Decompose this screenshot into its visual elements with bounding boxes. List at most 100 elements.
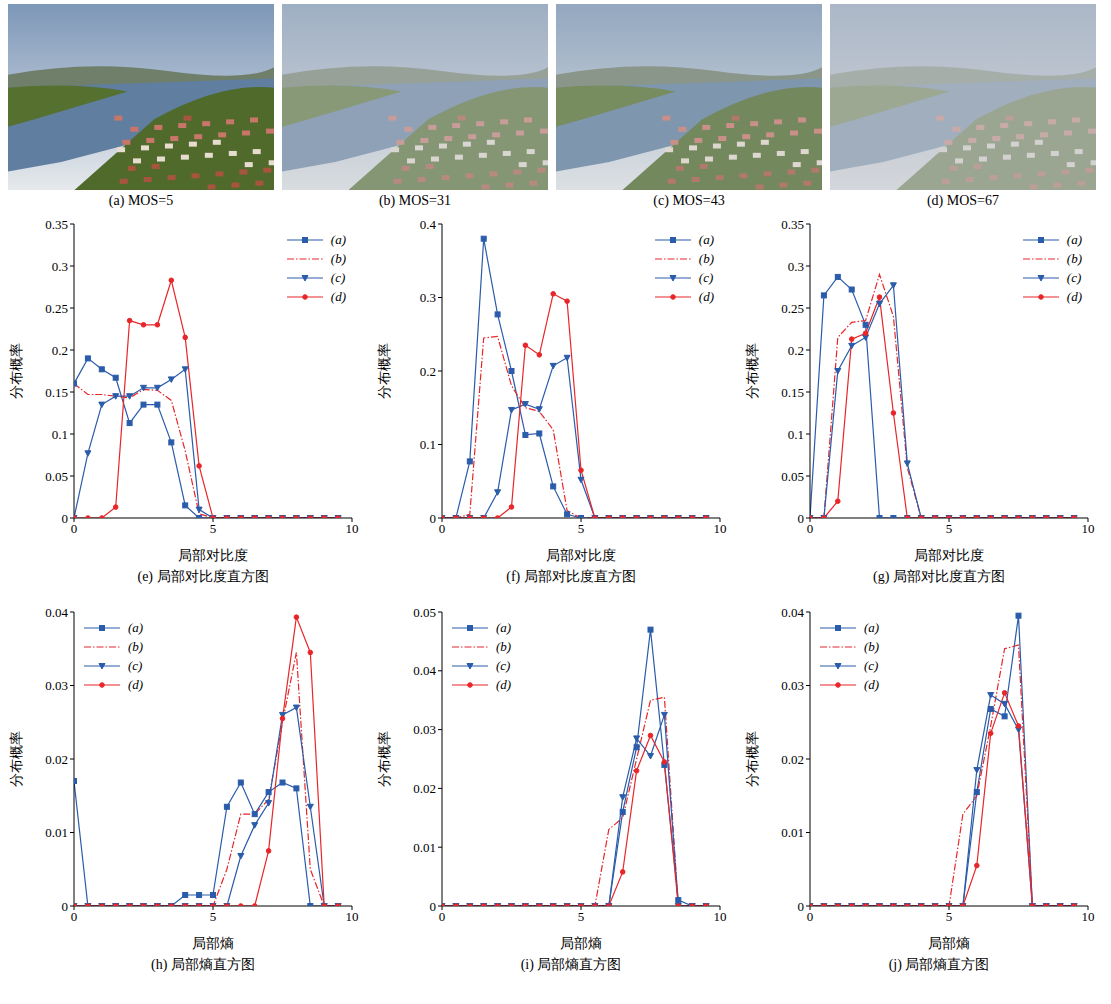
svg-text:0.2: 0.2 xyxy=(420,364,436,379)
svg-text:0.35: 0.35 xyxy=(45,217,68,232)
html-text:(d): (d) xyxy=(1066,289,1082,304)
html-text:(d): (d) xyxy=(864,677,880,692)
html-text:(a) MOS=5: (a) MOS=5 xyxy=(108,193,174,208)
svg-text:0: 0 xyxy=(439,909,446,924)
html-text:(c) MOS=43: (c) MOS=43 xyxy=(653,193,725,208)
svg-text:0.3: 0.3 xyxy=(788,259,804,274)
svg-text:分布概率: 分布概率 xyxy=(9,731,24,787)
svg-text:0: 0 xyxy=(71,521,78,536)
html-text:(a): (a) xyxy=(698,232,714,247)
svg-text:0.02: 0.02 xyxy=(45,752,68,767)
html-text:(d): (d) xyxy=(496,677,512,692)
svg-text:局部对比度: 局部对比度 xyxy=(546,548,616,563)
svg-text:5: 5 xyxy=(946,909,953,924)
html-text:(b) MOS=31: (b) MOS=31 xyxy=(379,193,451,208)
svg-text:0: 0 xyxy=(807,909,814,924)
svg-text:0.05: 0.05 xyxy=(413,605,436,620)
html-text:(c): (c) xyxy=(330,270,346,285)
html-text:(d): (d) xyxy=(330,289,346,304)
svg-text:5: 5 xyxy=(210,909,217,924)
html-text:(b): (b) xyxy=(330,251,346,266)
html-text:(a): (a) xyxy=(496,620,512,635)
svg-text:0: 0 xyxy=(807,521,814,536)
svg-text:0.03: 0.03 xyxy=(413,722,436,737)
svg-text:5: 5 xyxy=(210,521,217,536)
html-text:(g) 局部对比度直方图: (g) 局部对比度直方图 xyxy=(873,569,1005,584)
svg-text:0.01: 0.01 xyxy=(413,840,436,855)
html-text:(b): (b) xyxy=(864,639,880,654)
svg-text:10: 10 xyxy=(1082,521,1095,536)
svg-text:0.1: 0.1 xyxy=(420,437,436,452)
svg-text:0.04: 0.04 xyxy=(45,605,68,620)
html-text:(c): (c) xyxy=(1066,270,1082,285)
svg-text:局部对比度: 局部对比度 xyxy=(914,548,984,563)
svg-text:分布概率: 分布概率 xyxy=(745,731,760,787)
html-text:(d) MOS=67: (d) MOS=67 xyxy=(927,193,999,208)
svg-text:10: 10 xyxy=(1082,909,1095,924)
svg-text:10: 10 xyxy=(346,521,359,536)
html-text:(b): (b) xyxy=(496,639,512,654)
html-text:(a): (a) xyxy=(864,620,880,635)
svg-text:0.25: 0.25 xyxy=(781,301,804,316)
svg-text:0.2: 0.2 xyxy=(52,343,68,358)
svg-text:0.02: 0.02 xyxy=(781,752,804,767)
html-text:(c): (c) xyxy=(698,270,714,285)
svg-text:0.4: 0.4 xyxy=(420,217,437,232)
html-text:(c): (c) xyxy=(864,658,879,673)
html-text:(c): (c) xyxy=(496,658,511,673)
svg-text:0.01: 0.01 xyxy=(781,825,804,840)
svg-text:0.15: 0.15 xyxy=(45,385,68,400)
svg-text:0.25: 0.25 xyxy=(45,301,68,316)
html-text:(d): (d) xyxy=(698,289,714,304)
svg-text:0.04: 0.04 xyxy=(413,663,436,678)
html-text:(f) 局部对比度直方图: (f) 局部对比度直方图 xyxy=(506,569,636,584)
svg-text:0: 0 xyxy=(439,521,446,536)
svg-text:0.1: 0.1 xyxy=(52,427,68,442)
svg-text:0.02: 0.02 xyxy=(413,781,436,796)
svg-text:0.15: 0.15 xyxy=(781,385,804,400)
svg-text:0.2: 0.2 xyxy=(788,343,804,358)
svg-text:0: 0 xyxy=(62,899,69,914)
svg-text:10: 10 xyxy=(714,909,727,924)
svg-text:5: 5 xyxy=(578,909,585,924)
svg-text:5: 5 xyxy=(578,521,585,536)
svg-text:5: 5 xyxy=(946,521,953,536)
svg-text:分布概率: 分布概率 xyxy=(9,343,24,399)
svg-text:0.03: 0.03 xyxy=(781,678,804,693)
html-text:(h) 局部熵直方图: (h) 局部熵直方图 xyxy=(151,957,255,972)
svg-text:0.05: 0.05 xyxy=(45,469,68,484)
svg-text:0.3: 0.3 xyxy=(420,290,436,305)
html-text:(a): (a) xyxy=(1066,232,1082,247)
svg-text:0.01: 0.01 xyxy=(45,825,68,840)
svg-text:局部对比度: 局部对比度 xyxy=(178,548,248,563)
svg-text:0: 0 xyxy=(62,511,69,526)
svg-text:0.05: 0.05 xyxy=(781,469,804,484)
svg-text:局部熵: 局部熵 xyxy=(560,936,602,951)
html-text:(b): (b) xyxy=(1066,251,1082,266)
html-text:(b): (b) xyxy=(128,639,144,654)
html-text:(a): (a) xyxy=(330,232,346,247)
svg-text:0: 0 xyxy=(798,511,805,526)
svg-text:0.3: 0.3 xyxy=(52,259,68,274)
svg-text:0.35: 0.35 xyxy=(781,217,804,232)
html-text:(a): (a) xyxy=(128,620,144,635)
svg-text:0: 0 xyxy=(430,511,437,526)
svg-text:0: 0 xyxy=(71,909,78,924)
html-text:(e) 局部对比度直方图: (e) 局部对比度直方图 xyxy=(137,569,269,584)
svg-text:0: 0 xyxy=(430,899,437,914)
html-text:(i) 局部熵直方图: (i) 局部熵直方图 xyxy=(520,957,622,972)
svg-text:分布概率: 分布概率 xyxy=(377,343,392,399)
svg-text:0: 0 xyxy=(798,899,805,914)
svg-text:10: 10 xyxy=(714,521,727,536)
svg-text:局部熵: 局部熵 xyxy=(192,936,234,951)
svg-text:0.03: 0.03 xyxy=(45,678,68,693)
svg-text:10: 10 xyxy=(346,909,359,924)
svg-text:局部熵: 局部熵 xyxy=(928,936,970,951)
html-text:(b): (b) xyxy=(698,251,714,266)
html-text:(c): (c) xyxy=(128,658,143,673)
svg-text:分布概率: 分布概率 xyxy=(745,343,760,399)
html-text:(d): (d) xyxy=(128,677,144,692)
svg-text:0.1: 0.1 xyxy=(788,427,804,442)
svg-text:0.04: 0.04 xyxy=(781,605,804,620)
svg-text:分布概率: 分布概率 xyxy=(377,731,392,787)
